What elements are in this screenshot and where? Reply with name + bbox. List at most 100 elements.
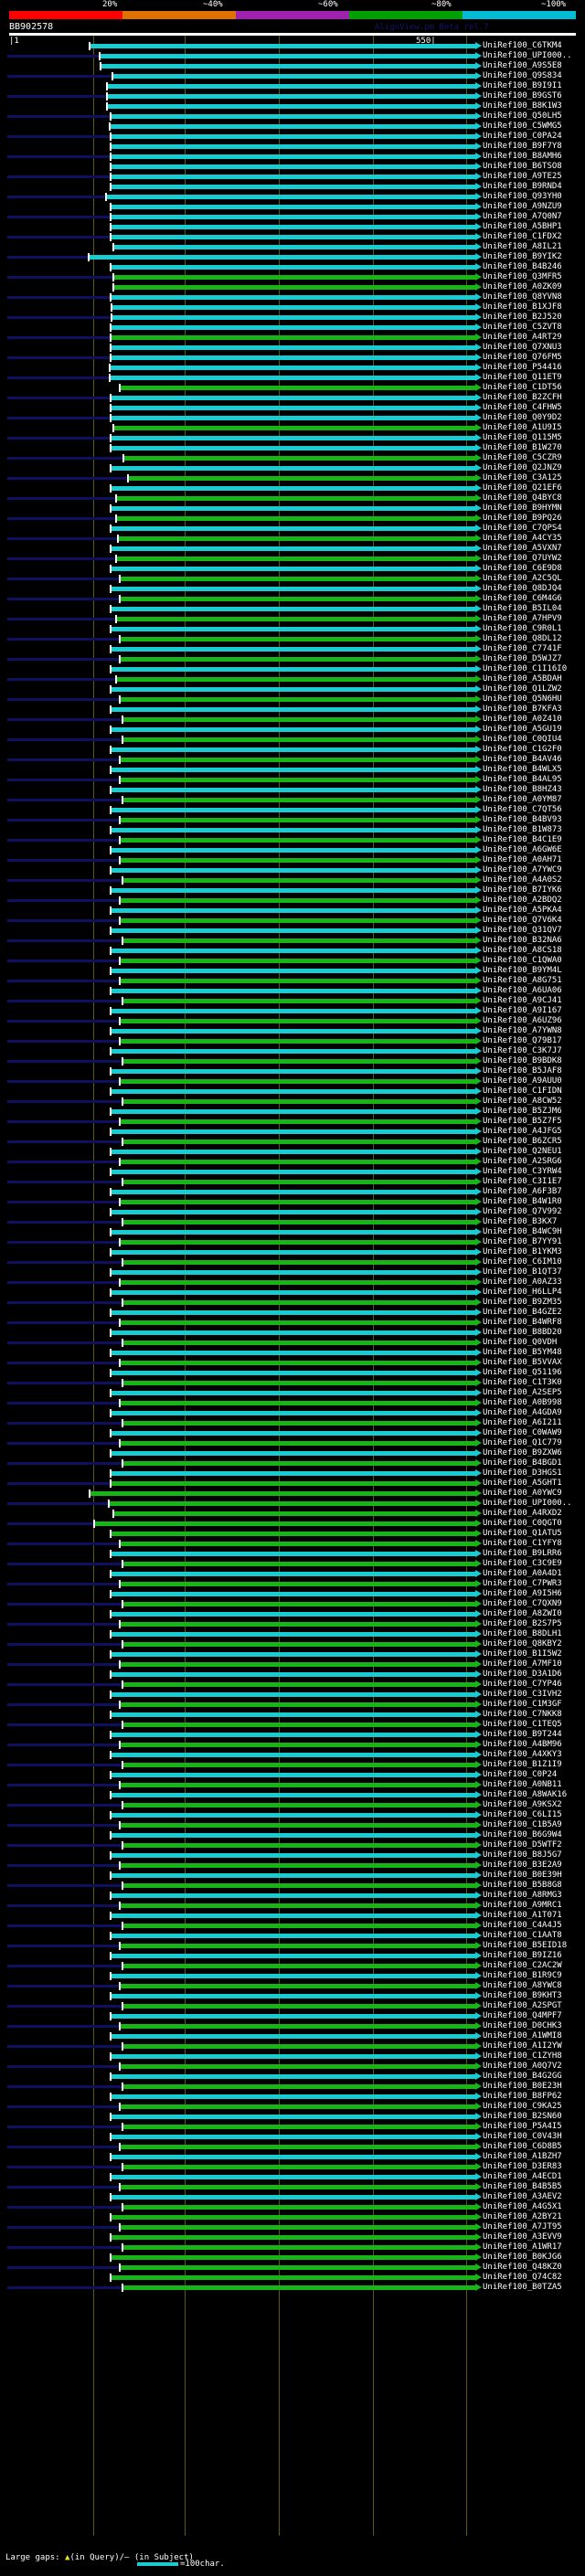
hsp-bar[interactable] [120, 858, 475, 863]
alignment-row[interactable]: UniRef100_A9TE25 [0, 172, 585, 182]
hsp-bar[interactable] [122, 1682, 475, 1687]
subject-id-label[interactable]: UniRef100_B8AMH6 [483, 152, 562, 161]
alignment-row[interactable]: UniRef100_C1T3K0 [0, 1378, 585, 1388]
alignment-row[interactable]: UniRef100_B8HZ43 [0, 785, 585, 795]
alignment-row[interactable]: UniRef100_C4FHW5 [0, 403, 585, 413]
hsp-bar[interactable] [122, 2205, 475, 2210]
hsp-bar[interactable] [111, 1712, 475, 1717]
alignment-row[interactable]: UniRef100_A2SEP5 [0, 1388, 585, 1398]
hsp-bar[interactable] [111, 345, 475, 350]
hsp-bar[interactable] [111, 1733, 475, 1737]
alignment-row[interactable]: UniRef100_A4GDA9 [0, 1408, 585, 1418]
alignment-row[interactable]: UniRef100_B8FP62 [0, 2092, 585, 2102]
subject-id-label[interactable]: UniRef100_A9AUU0 [483, 1076, 562, 1086]
subject-id-label[interactable]: UniRef100_A8RMG3 [483, 1891, 562, 1900]
alignment-row[interactable]: UniRef100_Q4BYC8 [0, 493, 585, 504]
alignment-row[interactable]: UniRef100_A3AEV2 [0, 2192, 585, 2202]
subject-id-label[interactable]: UniRef100_A8ZWI0 [483, 1609, 562, 1618]
hsp-bar[interactable] [120, 1622, 475, 1627]
subject-id-label[interactable]: UniRef100_B8BD20 [483, 1328, 562, 1337]
subject-id-label[interactable]: UniRef100_A7Q0N7 [483, 212, 562, 221]
alignment-row[interactable]: UniRef100_A1I2YW [0, 2041, 585, 2051]
subject-id-label[interactable]: UniRef100_Q8DL12 [483, 634, 562, 643]
subject-id-label[interactable]: UniRef100_A8G751 [483, 976, 562, 985]
subject-id-label[interactable]: UniRef100_A4ECD1 [483, 2172, 562, 2181]
subject-id-label[interactable]: UniRef100_C3C9E9 [483, 1559, 562, 1568]
subject-id-label[interactable]: UniRef100_Q0VDH [483, 1338, 558, 1347]
alignment-row[interactable]: UniRef100_B5EID18 [0, 1941, 585, 1951]
alignment-row[interactable]: UniRef100_A8G751 [0, 976, 585, 986]
subject-id-label[interactable]: UniRef100_Q2NEU1 [483, 1147, 562, 1156]
subject-id-label[interactable]: UniRef100_B4WC9H [483, 1227, 562, 1236]
alignment-row[interactable]: UniRef100_Q50LH5 [0, 111, 585, 122]
subject-id-label[interactable]: UniRef100_B4C1E9 [483, 835, 562, 844]
subject-id-label[interactable]: UniRef100_Q21EF6 [483, 483, 562, 493]
subject-id-label[interactable]: UniRef100_C1DT56 [483, 383, 562, 392]
subject-id-label[interactable]: UniRef100_A8YWC8 [483, 1981, 562, 1990]
alignment-row[interactable]: UniRef100_B7IYK6 [0, 885, 585, 896]
hsp-bar[interactable] [120, 657, 475, 662]
alignment-row[interactable]: UniRef100_B1W873 [0, 825, 585, 835]
hsp-bar[interactable] [111, 747, 475, 752]
alignment-row[interactable]: UniRef100_Q4MPF7 [0, 2011, 585, 2021]
alignment-row[interactable]: UniRef100_C1QWA0 [0, 956, 585, 966]
alignment-row[interactable]: UniRef100_Q3MFR5 [0, 272, 585, 282]
subject-id-label[interactable]: UniRef100_B4W1R0 [483, 1197, 562, 1206]
alignment-row[interactable]: UniRef100_B5Z7F5 [0, 1117, 585, 1127]
subject-id-label[interactable]: UniRef100_B1QT37 [483, 1267, 562, 1277]
subject-id-label[interactable]: UniRef100_H6LLP4 [483, 1288, 562, 1297]
hsp-bar[interactable] [122, 1421, 475, 1426]
subject-id-label[interactable]: UniRef100_B9GST6 [483, 91, 562, 101]
subject-id-label[interactable]: UniRef100_C5ZVT8 [483, 323, 562, 332]
hsp-bar[interactable] [113, 245, 475, 249]
hsp-bar[interactable] [120, 1019, 475, 1023]
alignment-row[interactable]: UniRef100_A1WR17 [0, 2242, 585, 2253]
hsp-bar[interactable] [111, 1270, 475, 1275]
subject-id-label[interactable]: UniRef100_B9YIK2 [483, 252, 562, 261]
subject-id-label[interactable]: UniRef100_B7IYK6 [483, 885, 562, 895]
subject-id-label[interactable]: UniRef100_A4RT29 [483, 333, 562, 342]
hsp-bar[interactable] [111, 1250, 475, 1255]
subject-id-label[interactable]: UniRef100_C1FIDN [483, 1087, 562, 1096]
hsp-bar[interactable] [106, 195, 475, 199]
subject-id-label[interactable]: UniRef100_B9F7Y8 [483, 142, 562, 151]
hsp-bar[interactable] [111, 868, 475, 873]
hsp-bar[interactable] [111, 1190, 475, 1194]
hsp-bar[interactable] [111, 1089, 475, 1094]
alignment-row[interactable]: UniRef100_A3EVV9 [0, 2232, 585, 2242]
subject-id-label[interactable]: UniRef100_C7741F [483, 644, 562, 653]
alignment-row[interactable]: UniRef100_A6I211 [0, 1418, 585, 1428]
alignment-row[interactable]: UniRef100_B2J520 [0, 313, 585, 323]
hsp-bar[interactable] [111, 969, 475, 973]
alignment-row[interactable]: UniRef100_A8RMG3 [0, 1891, 585, 1901]
subject-id-label[interactable]: UniRef100_A9TE25 [483, 172, 562, 181]
hsp-bar[interactable] [122, 1964, 475, 1968]
hsp-bar[interactable] [111, 2235, 475, 2240]
hsp-bar[interactable] [111, 114, 475, 119]
subject-id-label[interactable]: UniRef100_B2J520 [483, 313, 562, 322]
subject-id-label[interactable]: UniRef100_B4WLX5 [483, 765, 562, 774]
hsp-bar[interactable] [111, 587, 475, 591]
alignment-row[interactable]: UniRef100_P5A4I5 [0, 2122, 585, 2132]
hsp-bar[interactable] [120, 2104, 475, 2109]
alignment-row[interactable]: UniRef100_A6UZ96 [0, 1016, 585, 1026]
alignment-row[interactable]: UniRef100_A0A4D1 [0, 1569, 585, 1579]
hsp-bar[interactable] [111, 928, 475, 933]
alignment-row[interactable]: UniRef100_A7HPV9 [0, 614, 585, 624]
alignment-row[interactable]: UniRef100_B9YIK2 [0, 252, 585, 262]
hsp-bar[interactable] [110, 366, 475, 370]
hsp-bar[interactable] [111, 707, 475, 712]
hsp-bar[interactable] [111, 1934, 475, 1938]
subject-id-label[interactable]: UniRef100_A0AZ33 [483, 1277, 562, 1287]
hsp-bar[interactable] [111, 1330, 475, 1335]
subject-id-label[interactable]: UniRef100_B8K1W3 [483, 101, 562, 111]
alignment-row[interactable]: UniRef100_Q79B17 [0, 1036, 585, 1046]
hsp-bar[interactable] [120, 1280, 475, 1285]
subject-id-label[interactable]: UniRef100_P54416 [483, 363, 562, 372]
hsp-bar[interactable] [120, 1702, 475, 1707]
hsp-bar[interactable] [120, 1582, 475, 1586]
subject-id-label[interactable]: UniRef100_C1I16I0 [483, 664, 568, 673]
subject-id-label[interactable]: UniRef100_B1I5W2 [483, 1649, 562, 1659]
alignment-row[interactable]: UniRef100_C5ZVT8 [0, 323, 585, 333]
hsp-bar[interactable] [112, 74, 475, 79]
